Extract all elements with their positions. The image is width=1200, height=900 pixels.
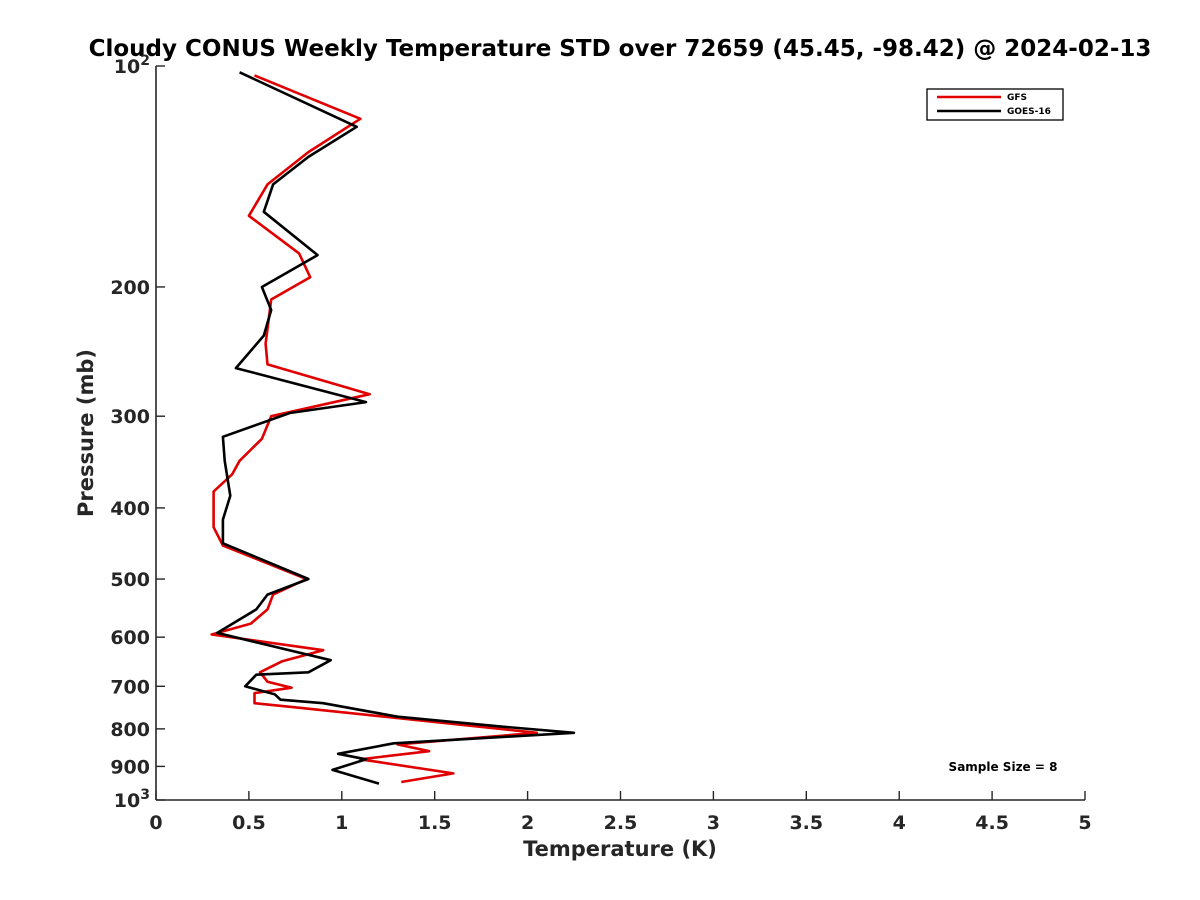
y-tick-label: 103 [114,787,150,812]
y-tick-label: 500 [110,569,150,591]
y-tick-label: 600 [110,627,150,649]
x-tick-label: 1 [335,812,348,834]
y-tick-label: 102 [114,53,150,78]
y-tick-label: 300 [110,406,150,428]
y-axis-label: Pressure (mb) [74,349,98,517]
x-tick-label: 2.5 [604,812,638,834]
chart-title: Cloudy CONUS Weekly Temperature STD over… [89,36,1152,62]
x-axis-label: Temperature (K) [523,837,717,861]
axes [155,66,1085,801]
x-tick-label: 1.5 [418,812,452,834]
y-tick-label: 400 [110,498,150,520]
legend-label: GOES-16 [1007,107,1051,117]
series-line-gfs [210,74,539,784]
x-tick-label: 5 [1078,812,1091,834]
x-tick-label: 3 [707,812,720,834]
series-lines [210,71,576,785]
x-ticks: 0 0.5 1 1.5 2 2.5 3 3.5 4 4.5 5 [149,791,1092,834]
y-tick-label: 700 [110,676,150,698]
legend-box [926,88,1064,121]
x-tick-label: 3.5 [789,812,823,834]
legend-label: GFS [1007,93,1027,103]
series-line-goes-16 [216,71,576,785]
y-tick-label: 800 [110,719,150,741]
x-tick-label: 0.5 [232,812,266,834]
x-tick-label: 4.5 [975,812,1009,834]
legend: GFS GOES-16 [926,88,1064,121]
y-ticks: 102 200 300 400 500 600 700 800 900 103 [110,53,165,812]
x-tick-label: 4 [893,812,906,834]
x-tick-label: 0 [149,812,162,834]
y-tick-label: 200 [110,277,150,299]
sample-size-annotation: Sample Size = 8 [949,760,1058,774]
x-tick-label: 2 [521,812,534,834]
y-tick-label: 900 [110,756,150,778]
